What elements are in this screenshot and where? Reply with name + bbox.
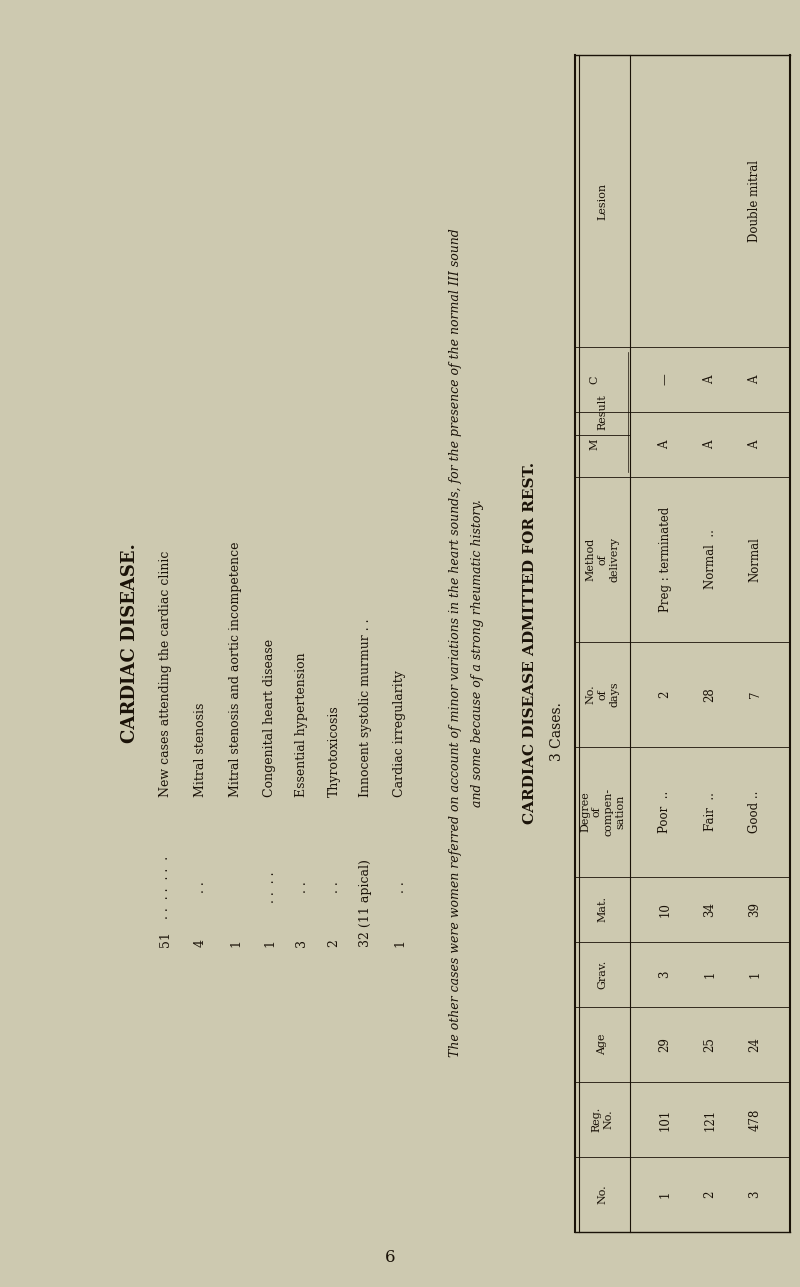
Text: Double mitral: Double mitral	[749, 160, 762, 242]
Text: —: —	[658, 373, 671, 385]
Text: A: A	[703, 376, 717, 384]
Text: 101: 101	[658, 1108, 671, 1130]
Text: 3: 3	[658, 970, 671, 978]
Text: Innocent systolic murmur . .: Innocent systolic murmur . .	[359, 619, 373, 797]
Text: 3: 3	[295, 940, 309, 947]
Text: Fair  ..: Fair ..	[703, 793, 717, 831]
Text: A: A	[658, 440, 671, 449]
Text: Age: Age	[598, 1033, 607, 1055]
Text: 121: 121	[703, 1108, 717, 1130]
Text: and some because of a strong rheumatic history.: and some because of a strong rheumatic h…	[470, 499, 483, 807]
Text: M: M	[590, 439, 599, 450]
Text: 1: 1	[230, 940, 242, 947]
Text: 4: 4	[194, 940, 206, 947]
Text: 28: 28	[703, 687, 717, 701]
Text: Method
of
delivery: Method of delivery	[586, 537, 619, 582]
Text: 32 (11 apical): 32 (11 apical)	[359, 860, 373, 947]
Text: Congenital heart disease: Congenital heart disease	[263, 638, 277, 797]
Text: 51: 51	[158, 931, 171, 947]
Text: The other cases were women referred on account of minor variations in the heart : The other cases were women referred on a…	[449, 229, 462, 1058]
Text: Result: Result	[598, 394, 607, 430]
Text: CARDIAC DISEASE ADMITTED FOR REST.: CARDIAC DISEASE ADMITTED FOR REST.	[523, 462, 537, 824]
Text: Lesion: Lesion	[598, 183, 607, 220]
Text: Mitral stenosis: Mitral stenosis	[194, 703, 206, 797]
Text: Reg.
No.: Reg. No.	[592, 1107, 614, 1133]
Text: Thyrotoxicosis: Thyrotoxicosis	[327, 705, 341, 797]
Text: Mat.: Mat.	[598, 897, 607, 923]
Text: Preg : terminated: Preg : terminated	[658, 507, 671, 613]
Text: CARDIAC DISEASE.: CARDIAC DISEASE.	[121, 543, 139, 743]
Text: A: A	[703, 440, 717, 449]
Text: 10: 10	[658, 902, 671, 916]
Text: 25: 25	[703, 1037, 717, 1051]
Text: 478: 478	[749, 1108, 762, 1131]
Text: . .: . .	[327, 882, 341, 893]
Text: 1: 1	[749, 970, 762, 978]
Text: Mitral stenosis and aortic incompetence: Mitral stenosis and aortic incompetence	[230, 542, 242, 797]
Text: 3 Cases.: 3 Cases.	[550, 703, 564, 762]
Text: Normal: Normal	[749, 537, 762, 582]
Text: 3: 3	[749, 1190, 762, 1198]
Text: Degree
of
compen-
sation: Degree of compen- sation	[580, 788, 625, 837]
Text: 7: 7	[749, 691, 762, 699]
Text: 34: 34	[703, 902, 717, 918]
Text: A: A	[749, 376, 762, 384]
Text: . .: . .	[194, 882, 206, 893]
Text: New cases attending the cardiac clinic: New cases attending the cardiac clinic	[158, 551, 171, 797]
Text: Good ..: Good ..	[749, 790, 762, 833]
Text: Essential hypertension: Essential hypertension	[295, 653, 309, 797]
Text: No.: No.	[598, 1185, 607, 1205]
Text: 1: 1	[658, 1190, 671, 1198]
Text: . .: . .	[394, 882, 406, 893]
Text: Normal  ..: Normal ..	[703, 529, 717, 589]
Text: . .  . .  . .  .: . . . . . . .	[158, 856, 171, 919]
Text: 2: 2	[658, 691, 671, 698]
Text: 24: 24	[749, 1037, 762, 1051]
Text: Poor  ..: Poor ..	[658, 792, 671, 833]
Text: No.
of
days: No. of days	[586, 682, 619, 708]
Text: 1: 1	[263, 940, 277, 947]
Text: . .: . .	[295, 882, 309, 893]
Text: 39: 39	[749, 902, 762, 918]
Text: 2: 2	[703, 1190, 717, 1198]
Text: C: C	[590, 376, 599, 384]
Text: 29: 29	[658, 1037, 671, 1051]
Text: . .  . .: . . . .	[263, 871, 277, 902]
Text: Grav.: Grav.	[598, 960, 607, 990]
Text: 2: 2	[327, 940, 341, 947]
Text: A: A	[749, 440, 762, 449]
Text: Cardiac irregularity: Cardiac irregularity	[394, 671, 406, 797]
Text: 1: 1	[394, 940, 406, 947]
Text: 1: 1	[703, 970, 717, 978]
Text: 6: 6	[385, 1248, 395, 1265]
